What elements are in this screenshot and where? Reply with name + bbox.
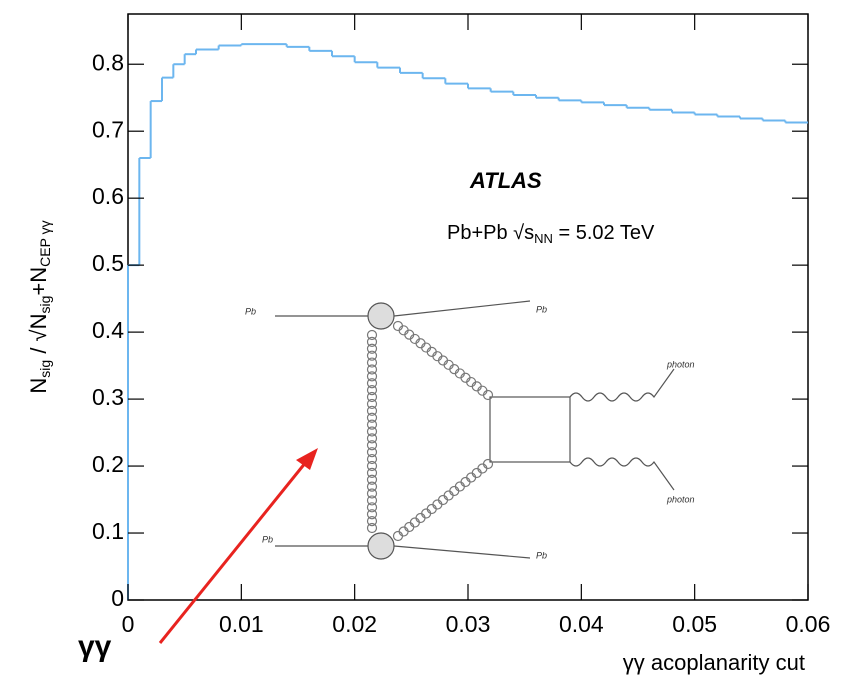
pb-line: [393, 545, 531, 559]
gluon-coil: [366, 329, 378, 341]
gluon-coil: [366, 426, 378, 437]
x-axis-label: γγ acoplanarity cut: [623, 650, 805, 675]
gluon-coil: [366, 488, 378, 499]
y-tick-label: 0.4: [92, 317, 124, 343]
gluon-coil: [471, 467, 482, 479]
gluon-coil: [392, 530, 404, 542]
gluon-coil: [366, 357, 378, 368]
y-tick-label: 0.1: [92, 518, 124, 544]
t: √: [513, 222, 524, 244]
y-axis-label: Nsig / √Nsig+NCEP γγ: [26, 220, 53, 393]
gluon-coil: [477, 463, 488, 474]
y-tick-label: 0.6: [92, 183, 124, 209]
gluon-coil: [366, 398, 378, 410]
gluon-coil: [398, 526, 409, 537]
photon-line: [569, 457, 675, 491]
gluon-coil: [482, 389, 494, 401]
y-tick-label: 0.8: [92, 49, 124, 75]
arrow: [158, 461, 308, 644]
gluon-coil: [366, 447, 378, 458]
gluon-coil: [366, 509, 378, 520]
t: s: [524, 222, 534, 244]
t: CEP γγ: [37, 220, 53, 266]
x-tick-label: 0.02: [332, 611, 377, 637]
gluon-coil: [366, 405, 378, 416]
t: N: [26, 313, 51, 329]
energy-label: Pb+Pb √sNN = 5.02 TeV: [447, 222, 655, 246]
gluon-coil: [437, 494, 449, 506]
gluon-coil: [366, 343, 378, 354]
gluon-coil: [415, 512, 426, 524]
gluon-coil: [432, 499, 443, 510]
experiment-label: ATLAS: [469, 168, 542, 193]
t: NN: [534, 231, 553, 246]
plot-frame: [127, 13, 809, 601]
y-tick-label: 0.5: [92, 250, 124, 276]
gluon-coil: [366, 336, 378, 347]
x-tick-label: 0.05: [672, 611, 717, 637]
gluon-coil: [366, 350, 378, 361]
gluon-coil: [366, 453, 378, 465]
diagram-label: photon: [666, 494, 695, 504]
gluon-coil: [366, 502, 378, 513]
vertex: [367, 302, 395, 330]
gluon-coil: [366, 419, 378, 430]
y-tick-label: 0.2: [92, 451, 124, 477]
t: Pb+Pb: [447, 222, 513, 244]
diagram-label: Pb: [245, 306, 256, 316]
gluon-coil: [366, 522, 378, 534]
arrow-label: γγ: [78, 630, 112, 663]
gluon-coil: [426, 503, 437, 515]
y-tick-label: 0.3: [92, 384, 124, 410]
gluon-coil: [366, 467, 378, 478]
gluon-coil: [449, 485, 460, 497]
gluon-coil: [366, 391, 378, 403]
photon-line: [569, 368, 675, 402]
gluon-coil: [460, 476, 471, 488]
pb-line: [393, 300, 531, 317]
gluon-coil: [454, 481, 465, 492]
y-tick-label: 0: [111, 585, 124, 611]
feynman-diagram: [275, 300, 675, 560]
t: N: [26, 378, 51, 394]
vertex: [367, 532, 395, 560]
x-tick-label: 0.04: [559, 611, 604, 637]
t: sig: [37, 296, 53, 314]
gluon-coil: [366, 516, 378, 527]
t: = 5.02 TeV: [553, 222, 655, 244]
x-tick-label: 0.06: [786, 611, 831, 637]
quark-loop: [489, 396, 571, 463]
gluon-coil: [404, 521, 415, 533]
gluon-coil: [366, 412, 378, 423]
diagram-label: Pb: [536, 304, 547, 314]
t: sig: [37, 360, 53, 378]
gluon-coil: [409, 517, 420, 528]
gluon-coil: [466, 472, 477, 483]
gluon-coil: [366, 481, 378, 492]
t: +N: [26, 267, 51, 296]
gluon-coil: [421, 508, 432, 519]
x-tick-label: 0: [122, 611, 135, 637]
gluon-coil: [366, 474, 378, 485]
gluon-coil: [443, 490, 454, 501]
y-tick-label: 0.7: [92, 116, 124, 142]
x-tick-label: 0.03: [446, 611, 491, 637]
gluon-coil: [366, 371, 378, 382]
step-line: [127, 43, 808, 600]
diagram-label: Pb: [536, 550, 547, 560]
x-tick-label: 0.01: [219, 611, 264, 637]
arrow-head: [296, 448, 318, 470]
gluon-coil: [366, 433, 378, 444]
diagram-label: photon: [666, 359, 695, 369]
gluon-coil: [366, 378, 378, 389]
diagram-label: Pb: [262, 534, 273, 544]
gluon-coil: [366, 440, 378, 451]
t: / √: [26, 328, 51, 359]
gluon-coil: [366, 364, 378, 375]
gluon-coil: [366, 385, 378, 396]
gluon-coil: [366, 460, 378, 472]
gluon-coil: [482, 458, 494, 470]
gluon-coil: [366, 495, 378, 506]
